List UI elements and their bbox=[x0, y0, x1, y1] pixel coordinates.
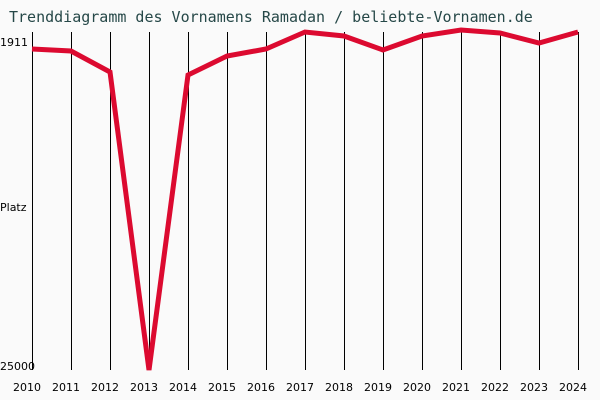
y-axis-top-label: 1911 bbox=[0, 36, 28, 49]
x-tick-label: 2023 bbox=[520, 381, 548, 394]
x-tick-label: 2019 bbox=[364, 381, 392, 394]
series-line-ramadan bbox=[31, 27, 579, 371]
x-tick-label: 2015 bbox=[208, 381, 236, 394]
x-tick-label: 2020 bbox=[403, 381, 431, 394]
x-tick-label: 2014 bbox=[169, 381, 197, 394]
x-tick-label: 2018 bbox=[325, 381, 353, 394]
x-tick-label: 2021 bbox=[442, 381, 470, 394]
x-tick-label: 2016 bbox=[247, 381, 275, 394]
x-tick-label: 2010 bbox=[13, 381, 41, 394]
x-tick-label: 2024 bbox=[559, 381, 587, 394]
x-tick-label: 2011 bbox=[52, 381, 80, 394]
x-tick-label: 2022 bbox=[481, 381, 509, 394]
x-tick-label: 2017 bbox=[286, 381, 314, 394]
y-axis-title: Platz bbox=[0, 201, 27, 214]
x-tick-label: 2012 bbox=[91, 381, 119, 394]
y-axis-bottom-label: 25000 bbox=[0, 360, 35, 373]
chart-title: Trenddiagramm des Vornamens Ramadan / be… bbox=[9, 8, 533, 26]
x-tick-label: 2013 bbox=[130, 381, 158, 394]
